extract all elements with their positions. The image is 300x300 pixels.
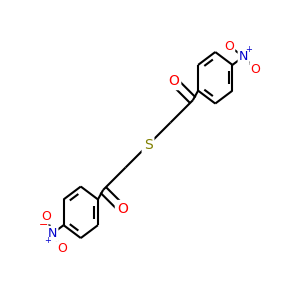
Text: O: O: [57, 242, 67, 255]
Text: N: N: [48, 227, 57, 240]
Text: +: +: [44, 236, 51, 245]
Text: O: O: [42, 210, 51, 223]
Text: −: −: [39, 220, 48, 230]
Text: N: N: [239, 50, 248, 63]
Text: O: O: [251, 63, 260, 76]
Text: S: S: [144, 138, 152, 152]
Text: O: O: [117, 202, 128, 216]
Text: +: +: [245, 45, 252, 54]
Text: O: O: [168, 74, 179, 88]
Text: O: O: [224, 40, 234, 52]
